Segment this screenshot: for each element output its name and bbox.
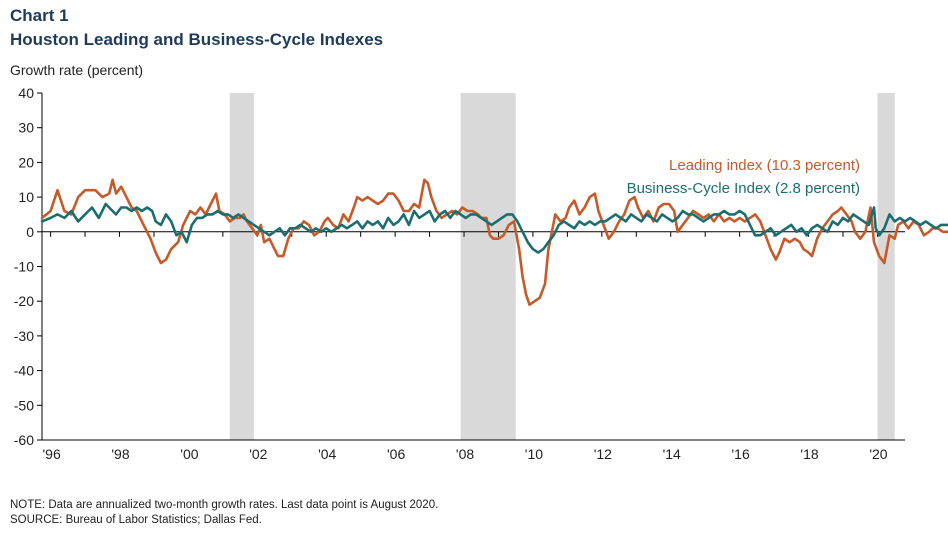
legend-business-cycle: Business-Cycle Index (2.8 percent) — [627, 180, 860, 197]
y-tick-label: 10 — [18, 189, 34, 205]
y-tick-label: 0 — [26, 224, 34, 240]
x-tick-label: '20 — [869, 446, 887, 462]
x-tick-label: '02 — [249, 446, 267, 462]
x-tick-label: '10 — [525, 446, 543, 462]
y-tick-label: 20 — [18, 154, 34, 170]
series-lines — [40, 178, 948, 306]
y-tick-label: -60 — [14, 432, 34, 448]
x-tick-label: '96 — [42, 446, 60, 462]
y-tick-label: 30 — [18, 120, 34, 136]
y-tick-label: -50 — [14, 397, 34, 413]
legend-leading: Leading index (10.3 percent) — [669, 157, 860, 174]
footer: NOTE: Data are annualized two-month grow… — [10, 498, 438, 528]
series-line-business-cycle — [40, 202, 948, 254]
x-tick-label: '98 — [111, 446, 129, 462]
footnote: NOTE: Data are annualized two-month grow… — [10, 499, 439, 511]
y-tick-label: 40 — [18, 85, 34, 101]
y-tick-label: -40 — [14, 363, 34, 379]
y-tick-label: -20 — [14, 293, 34, 309]
recession-band-3 — [877, 93, 895, 440]
y-tick-label: -30 — [14, 328, 34, 344]
legend: Leading index (10.3 percent) Business-Cyc… — [627, 157, 860, 197]
x-tick-label: '08 — [456, 446, 474, 462]
axes: 40 30 20 10 0 -10 -20 -30 -40 -50 -60 '96 '98 '00 '02 '… — [14, 85, 905, 462]
x-tick-label: '04 — [318, 446, 336, 462]
x-tick-label: '12 — [594, 446, 612, 462]
x-tick-label: '18 — [800, 446, 818, 462]
y-tick-label: -10 — [14, 259, 34, 275]
recession-band-1 — [229, 93, 254, 440]
source-note: SOURCE: Bureau of Labor Statistics; Dall… — [10, 514, 262, 526]
recession-band-2 — [460, 93, 516, 440]
x-tick-label: '16 — [732, 446, 750, 462]
x-tick-label: '00 — [180, 446, 198, 462]
recession-bands — [229, 93, 895, 440]
chart-title: Houston Leading and Business-Cycle Index… — [10, 30, 384, 49]
x-tick-label: '06 — [387, 446, 405, 462]
y-axis-label: Growth rate (percent) — [10, 62, 144, 78]
chart-number: Chart 1 — [10, 6, 69, 25]
x-tick-label: '14 — [663, 446, 681, 462]
